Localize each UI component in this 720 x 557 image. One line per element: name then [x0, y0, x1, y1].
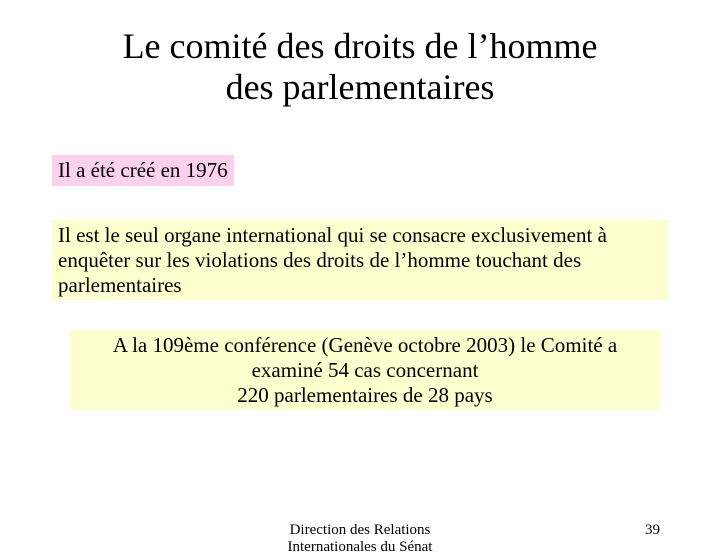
footer-source-line1: Direction des Relations — [290, 522, 431, 538]
page-number: 39 — [645, 522, 660, 539]
box-created-text: Il a été créé en 1976 — [58, 158, 228, 182]
box-conference-line2: examiné 54 cas concernant — [252, 358, 479, 382]
box-created: Il a été créé en 1976 — [52, 155, 234, 186]
box-description: Il est le seul organe international qui … — [52, 220, 668, 300]
slide-title: Le comité des droits de l’homme des parl… — [0, 26, 720, 109]
title-line-1: Le comité des droits de l’homme — [123, 26, 598, 66]
title-line-2: des parlementaires — [226, 67, 495, 107]
footer-source-line2: Internationales du Sénat — [288, 539, 433, 555]
box-conference: A la 109ème conférence (Genève octobre 2… — [70, 330, 660, 410]
footer-source: Direction des Relations Internationales … — [288, 522, 433, 557]
box-conference-line1: A la 109ème conférence (Genève octobre 2… — [113, 333, 617, 357]
slide: Le comité des droits de l’homme des parl… — [0, 0, 720, 540]
box-conference-line3: 220 parlementaires de 28 pays — [237, 383, 492, 407]
box-description-text: Il est le seul organe international qui … — [58, 223, 607, 297]
